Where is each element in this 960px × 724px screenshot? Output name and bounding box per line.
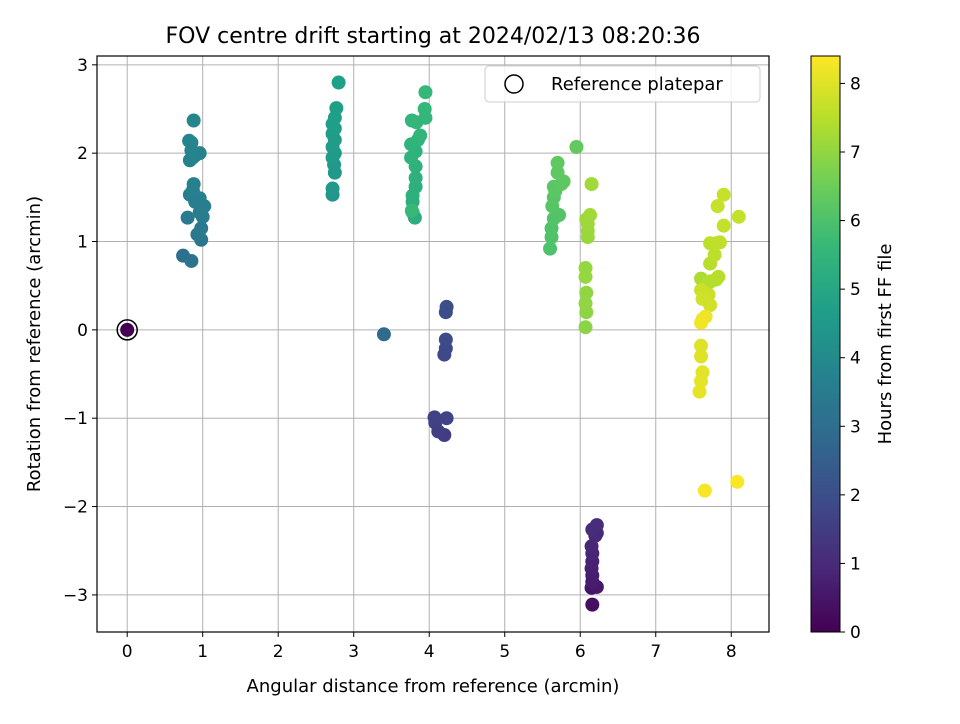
colorbar-tick-label: 1 <box>850 554 861 574</box>
colorbar-tick-label: 3 <box>850 417 861 437</box>
reference-marker <box>116 319 138 341</box>
data-point <box>710 199 725 214</box>
data-point <box>408 170 423 185</box>
data-point <box>439 299 454 314</box>
data-point <box>694 315 709 330</box>
data-point <box>331 75 346 90</box>
data-points <box>120 75 746 612</box>
data-point <box>694 349 709 364</box>
data-point <box>578 261 593 276</box>
data-point <box>579 285 594 300</box>
data-point <box>186 113 201 128</box>
data-point <box>413 128 428 143</box>
colorbar: 0 1 2 3 4 5 6 7 8 Hours from first FF file <box>810 55 896 643</box>
data-point <box>694 374 709 389</box>
data-point <box>182 133 197 148</box>
data-point <box>329 101 344 116</box>
data-point <box>697 483 712 498</box>
reference-platepar-marker <box>116 319 138 341</box>
data-point <box>716 187 731 202</box>
colorbar-tick-label: 4 <box>850 349 861 369</box>
legend-box <box>484 65 761 103</box>
data-point <box>692 384 707 399</box>
data-point <box>427 410 442 425</box>
y-tick-label: 0 <box>77 321 88 341</box>
legend-reference-label: Reference platepar <box>551 74 723 95</box>
x-tick-label: 3 <box>348 642 359 662</box>
colorbar-tick-label: 0 <box>850 623 861 643</box>
data-point <box>418 85 433 100</box>
y-axis-ticks: −3 −2 −1 0 1 2 3 <box>63 56 97 606</box>
data-point <box>194 221 209 236</box>
data-point <box>376 327 391 342</box>
x-tick-label: 0 <box>122 642 133 662</box>
colorbar-ticks: 0 1 2 3 4 5 6 7 8 <box>840 74 861 643</box>
y-tick-label: 2 <box>77 144 88 164</box>
x-tick-label: 4 <box>424 642 435 662</box>
x-axis-ticks: 0 1 2 3 4 5 6 7 8 <box>122 632 737 662</box>
data-point <box>585 597 600 612</box>
x-tick-label: 6 <box>575 642 586 662</box>
x-tick-label: 2 <box>273 642 284 662</box>
y-tick-label: −1 <box>63 409 88 429</box>
data-point <box>712 235 727 250</box>
data-point <box>584 539 599 554</box>
data-point <box>438 332 453 347</box>
data-point <box>578 320 593 335</box>
x-tick-label: 8 <box>726 642 737 662</box>
y-tick-label: −2 <box>63 498 88 518</box>
data-point <box>583 208 598 223</box>
x-tick-label: 7 <box>650 642 661 662</box>
data-point <box>716 218 731 233</box>
data-point <box>731 209 746 224</box>
data-point <box>120 322 135 337</box>
colorbar-tick-label: 5 <box>850 280 861 300</box>
colorbar-tick-label: 2 <box>850 486 861 506</box>
chart-title: FOV centre drift starting at 2024/02/13 … <box>166 24 701 49</box>
colorbar-tick-label: 7 <box>850 143 861 163</box>
data-point <box>550 165 565 180</box>
data-point <box>543 241 558 256</box>
data-point <box>694 338 709 353</box>
data-point <box>180 210 195 225</box>
data-point <box>589 518 604 533</box>
legend: Reference platepar <box>484 65 761 103</box>
plot-frame <box>96 55 770 633</box>
x-tick-label: 1 <box>197 642 208 662</box>
data-point <box>578 296 593 311</box>
y-tick-label: −3 <box>63 586 88 606</box>
colorbar-tick-label: 8 <box>850 74 861 94</box>
colorbar-label: Hours from first FF file <box>875 244 896 445</box>
data-point <box>730 474 745 489</box>
data-point <box>184 253 199 268</box>
data-point <box>404 203 419 218</box>
data-point <box>584 177 599 192</box>
data-point <box>186 177 201 192</box>
x-tick-label: 5 <box>499 642 510 662</box>
y-tick-label: 3 <box>77 56 88 76</box>
grid-lines <box>97 56 769 632</box>
y-tick-label: 1 <box>77 233 88 253</box>
data-point <box>711 269 726 284</box>
x-axis-label: Angular distance from reference (arcmin) <box>247 676 620 697</box>
data-point <box>325 181 340 196</box>
data-point <box>439 411 454 426</box>
legend-reference-marker <box>504 74 524 94</box>
data-point <box>569 139 584 154</box>
data-point <box>417 102 432 117</box>
y-axis-label: Rotation from reference (arcmin) <box>24 196 45 492</box>
data-point <box>703 298 718 313</box>
colorbar-gradient <box>810 55 841 633</box>
colorbar-tick-label: 6 <box>850 212 861 232</box>
data-point <box>550 155 565 170</box>
data-point <box>707 247 722 262</box>
